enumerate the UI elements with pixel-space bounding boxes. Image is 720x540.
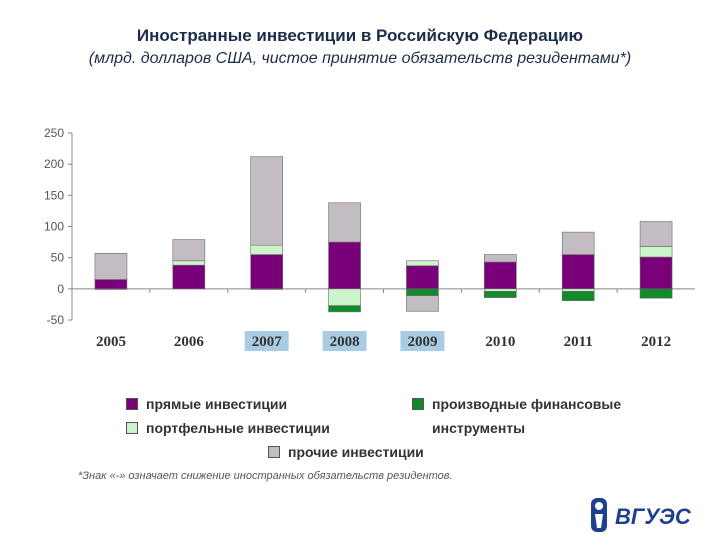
bar-segment-2008-s1 — [328, 288, 361, 306]
stacked-bar-chart: 250 200 150 100 50 0 -50 2005 2006 2007 2008 2009 20… — [44, 126, 695, 351]
legend-swatch-other — [268, 446, 280, 458]
x-tick-label-2008: 2008 — [330, 334, 360, 350]
bar-segment-2009-s1 — [406, 260, 439, 267]
legend-item-derivatives: производные финансовые — [412, 396, 621, 412]
chart-title: Иностранные инвестиции в Российскую Феде… — [136, 26, 584, 45]
x-tick-label-2012: 2012 — [641, 334, 671, 350]
bar-segment-2009-s3 — [406, 295, 439, 312]
legend-label-derivatives-line1: производные финансовые — [432, 396, 622, 412]
footnote: *Знак «-» означает снижение иностранных … — [78, 470, 453, 482]
bar-segment-2005-s0 — [94, 279, 128, 290]
bar-segment-2006-s3 — [172, 239, 206, 262]
legend: прямые инвестиции портфельные инвестиции… — [120, 392, 680, 468]
bar-segment-2011-s3 — [561, 231, 595, 255]
bar-segment-2009-s2 — [406, 288, 439, 296]
bar-segment-2006-s0 — [172, 264, 206, 290]
vguets-logo-icon: ВГУЭС — [591, 498, 692, 532]
y-tick-label: 200 — [44, 157, 64, 171]
bar-segment-2007-s3 — [250, 156, 283, 246]
x-label-highlight-2008 — [322, 331, 367, 351]
bar-segment-2010-s1 — [484, 288, 517, 292]
y-tick-label: 100 — [44, 220, 64, 234]
bar-segment-2011-s1 — [561, 288, 595, 292]
legend-label-derivatives-line2: инструменты — [432, 420, 526, 436]
bar-segment-2006-s1 — [172, 260, 206, 266]
legend-label-direct: прямые инвестиции — [146, 396, 288, 412]
legend-item-direct: прямые инвестиции — [126, 396, 287, 412]
x-tick-label-2006: 2006 — [174, 334, 205, 350]
x-tick-label-2005: 2005 — [96, 334, 126, 350]
legend-item-portfolio: портфельные инвестиции — [126, 420, 330, 436]
bar-segment-2012-s3 — [639, 221, 673, 247]
logo-text: ВГУЭС — [615, 504, 692, 529]
bar-segment-2005-s1 — [94, 288, 128, 290]
legend-item-other: прочие инвестиции — [268, 444, 424, 460]
y-tick-label: -50 — [47, 313, 65, 327]
legend-label-portfolio: портфельные инвестиции — [146, 420, 330, 436]
bar-segment-2005-s3 — [94, 253, 128, 280]
bar-segment-2011-s0 — [561, 254, 595, 290]
bar-segment-2012-s0 — [639, 256, 673, 290]
x-tick-label-2007: 2007 — [252, 334, 283, 350]
bar-segment-2010-s3 — [484, 254, 517, 263]
bar-segment-2010-s0 — [484, 261, 517, 290]
chart-subtitle: (млрд. долларов США, чистое принятие обя… — [88, 50, 632, 67]
bar-segment-2007-s2 — [250, 288, 283, 290]
y-tick-label: 0 — [57, 282, 64, 296]
x-label-highlight-2007 — [244, 331, 289, 351]
bar-segment-2011-s2 — [561, 291, 595, 301]
x-tick-label-2009: 2009 — [407, 334, 437, 350]
y-tick-label: 50 — [51, 251, 65, 265]
bar-segment-2008-s3 — [328, 202, 361, 243]
legend-label-other: прочие инвестиции — [288, 444, 424, 460]
legend-swatch-direct — [126, 398, 138, 410]
bar-segment-2008-s2 — [328, 305, 361, 313]
legend-swatch-portfolio — [126, 422, 138, 434]
x-label-highlight-2009 — [400, 331, 445, 351]
bar-segment-2010-s2 — [484, 291, 517, 298]
x-tick-label-2011: 2011 — [564, 334, 593, 350]
bar-segment-2008-s0 — [328, 241, 361, 290]
bar-segment-2009-s0 — [406, 265, 439, 290]
y-tick-label: 250 — [44, 126, 64, 140]
legend-swatch-derivatives — [412, 398, 424, 410]
bar-segment-2007-s1 — [250, 244, 283, 255]
legend-item-derivatives-cont: инструменты — [432, 420, 525, 436]
x-tick-label-2010: 2010 — [485, 334, 515, 350]
y-tick-label: 150 — [44, 188, 64, 202]
bar-segment-2007-s0 — [250, 254, 283, 290]
bar-segment-2012-s1 — [639, 246, 673, 258]
bar-segment-2012-s2 — [639, 288, 673, 299]
